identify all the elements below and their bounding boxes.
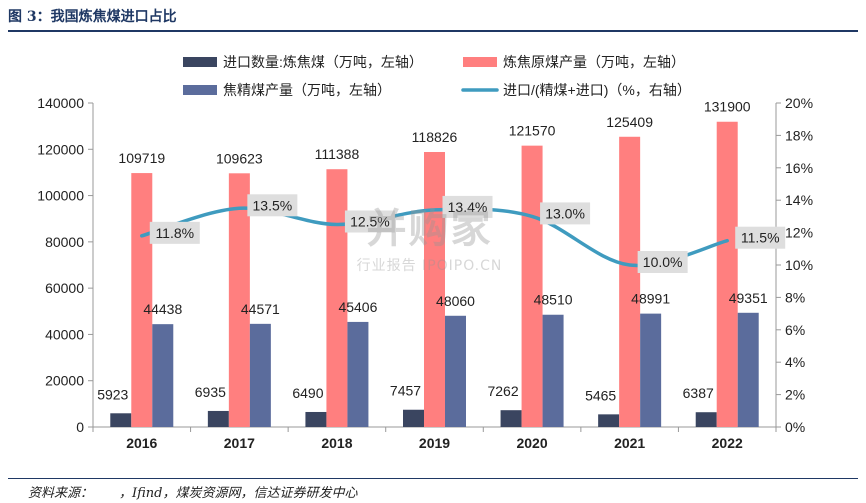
x-tick-label: 2016 bbox=[126, 435, 157, 451]
line-label-box bbox=[540, 202, 591, 225]
bar-value-label: 125409 bbox=[606, 114, 653, 130]
right-tick-label: 12% bbox=[785, 225, 813, 241]
bar-1 bbox=[110, 413, 132, 427]
right-tick-label: 0% bbox=[785, 419, 805, 435]
title-rule bbox=[8, 30, 858, 32]
bar-2 bbox=[716, 121, 738, 427]
source-note: 资料来源： ，Ifind，煤炭资源网，信达证券研发中心 bbox=[28, 486, 358, 501]
right-tick-label: 14% bbox=[785, 192, 813, 208]
bar-value-label: 118826 bbox=[412, 129, 458, 145]
bar-value-label: 45406 bbox=[338, 299, 377, 315]
bar-value-label: 5923 bbox=[97, 386, 128, 402]
bar-value-label: 49351 bbox=[729, 290, 768, 306]
line-value-label: 13.4% bbox=[448, 199, 488, 215]
bar-value-label: 44438 bbox=[143, 301, 182, 317]
left-tick-label: 140000 bbox=[37, 95, 84, 111]
line-label-box bbox=[735, 226, 786, 249]
bar-value-label: 5465 bbox=[585, 387, 616, 403]
bar-2 bbox=[228, 173, 250, 427]
line-value-label: 10.0% bbox=[643, 254, 683, 270]
legend-swatch-3 bbox=[183, 85, 217, 95]
bar-3 bbox=[152, 324, 174, 427]
x-tick-label: 2018 bbox=[321, 435, 352, 451]
right-tick-label: 16% bbox=[785, 160, 813, 176]
bar-value-label: 109623 bbox=[216, 150, 263, 166]
bar-1 bbox=[695, 412, 717, 427]
legend-label-1: 进口数量:炼焦煤（万吨，左轴） bbox=[223, 54, 423, 70]
line-label-box bbox=[344, 210, 395, 233]
figure-title: 图 3：我国炼焦煤进口占比 bbox=[8, 9, 177, 25]
left-tick-label: 20000 bbox=[45, 373, 84, 389]
bar-value-label: 48510 bbox=[534, 292, 573, 308]
line-label-box bbox=[247, 194, 298, 217]
bar-3 bbox=[640, 313, 662, 427]
x-tick-label: 2017 bbox=[224, 435, 255, 451]
bar-value-label: 109719 bbox=[118, 150, 165, 166]
bar-2 bbox=[424, 152, 445, 427]
x-tick-label: 2022 bbox=[712, 435, 743, 451]
right-tick-label: 4% bbox=[785, 354, 805, 370]
bar-1 bbox=[500, 410, 522, 427]
legend-swatch-1 bbox=[183, 57, 217, 67]
line-value-label: 11.8% bbox=[155, 225, 194, 241]
line-value-label: 13.5% bbox=[253, 197, 293, 213]
bar-value-label: 111388 bbox=[315, 146, 360, 162]
bar-value-label: 48991 bbox=[631, 291, 670, 307]
x-tick-label: 2019 bbox=[419, 435, 450, 451]
bar-2 bbox=[326, 169, 348, 427]
left-tick-label: 120000 bbox=[37, 141, 84, 157]
right-tick-label: 6% bbox=[785, 322, 805, 338]
bar-value-label: 7262 bbox=[487, 383, 518, 399]
bar-3 bbox=[445, 315, 466, 427]
legend-label-2: 炼焦原煤产量（万吨，左轴） bbox=[503, 54, 685, 70]
right-tick-label: 20% bbox=[785, 95, 813, 111]
bar-value-label: 131900 bbox=[704, 99, 751, 115]
legend-swatch-2 bbox=[463, 57, 497, 67]
left-tick-label: 80000 bbox=[45, 234, 84, 250]
right-tick-label: 2% bbox=[785, 387, 805, 403]
legend-label-3: 焦精煤产量（万吨，左轴） bbox=[223, 82, 391, 98]
line-label-box bbox=[149, 221, 200, 244]
right-tick-label: 10% bbox=[785, 257, 813, 273]
bar-2 bbox=[521, 145, 543, 427]
line-label-box bbox=[442, 195, 493, 218]
bar-1 bbox=[598, 414, 620, 427]
bar-3 bbox=[737, 312, 759, 427]
left-tick-label: 40000 bbox=[45, 326, 84, 342]
right-tick-label: 18% bbox=[785, 127, 813, 143]
line-value-label: 12.5% bbox=[350, 214, 390, 230]
bar-2 bbox=[131, 173, 153, 427]
source-rule bbox=[8, 478, 858, 479]
bar-3 bbox=[347, 321, 369, 427]
bar-value-label: 121570 bbox=[509, 123, 556, 139]
legend-label-4: 进口/(精煤+进口)（%，右轴） bbox=[503, 82, 691, 98]
bar-value-label: 48060 bbox=[436, 293, 475, 309]
right-tick-label: 8% bbox=[785, 289, 805, 305]
line-value-label: 13.0% bbox=[545, 205, 585, 221]
bar-3 bbox=[542, 314, 564, 427]
line-label-box bbox=[637, 251, 688, 273]
bar-value-label: 7457 bbox=[390, 383, 421, 399]
left-tick-label: 0 bbox=[76, 419, 84, 435]
left-tick-label: 100000 bbox=[37, 188, 84, 204]
x-tick-label: 2020 bbox=[516, 435, 547, 451]
bar-value-label: 6490 bbox=[292, 385, 323, 401]
bar-value-label: 6935 bbox=[195, 384, 226, 400]
bar-1 bbox=[403, 409, 424, 427]
bar-value-label: 6387 bbox=[683, 385, 714, 401]
bar-value-label: 44571 bbox=[241, 301, 280, 317]
bar-3 bbox=[249, 323, 271, 427]
bar-1 bbox=[305, 411, 327, 427]
line-series-ratio bbox=[140, 206, 729, 268]
bar-1 bbox=[207, 410, 229, 427]
left-tick-label: 60000 bbox=[45, 280, 84, 296]
bar-2 bbox=[619, 136, 641, 427]
x-tick-label: 2021 bbox=[614, 435, 645, 451]
line-value-label: 11.5% bbox=[741, 230, 780, 246]
